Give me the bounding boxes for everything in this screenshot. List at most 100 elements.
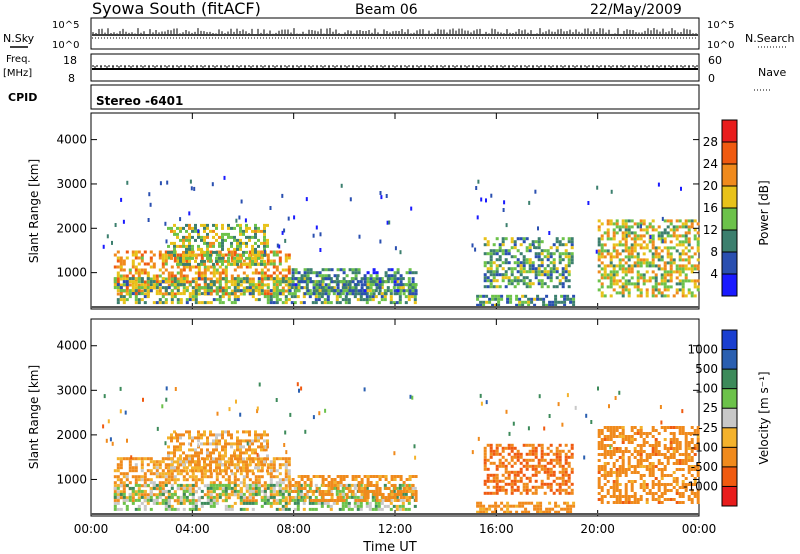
velocity-cell [651,471,655,474]
velocity-cell [657,498,661,501]
power-cell [303,274,307,278]
velocity-cell [489,455,493,459]
velocity-cell [612,489,616,492]
power-cell [533,303,537,307]
power-cell [380,292,384,296]
power-cell [194,223,197,227]
power-cell [618,291,622,295]
velocity-cell [287,457,291,461]
velocity-cell [540,464,544,468]
velocity-cell [518,501,522,505]
power-cell [165,239,168,244]
velocity-cell [504,476,508,480]
power-cell [627,267,631,271]
power-cell [561,267,565,271]
velocity-cell [375,493,379,496]
velocity-cell [122,481,126,485]
power-cell [495,279,499,283]
power-cell [209,265,213,269]
velocity-cell [359,507,363,511]
velocity-cell [651,450,655,453]
power-cell [408,286,412,290]
power-cell [615,270,619,274]
power-cell [678,252,682,256]
velocity-cell [344,483,348,487]
velocity-cell [257,478,261,482]
velocity-cell [263,492,267,496]
power-cell [554,303,558,307]
power-cell [567,237,571,241]
velocity-cell [687,444,691,447]
velocity-cell [555,455,559,459]
power-cell [537,246,541,250]
power-cell [164,256,168,260]
velocity-cell [690,441,694,444]
velocity-cell [407,507,411,511]
power-cell [215,292,219,296]
velocity-cell [492,479,496,483]
velocity-cell [161,501,165,505]
power-cell [170,271,174,275]
power-cell [203,259,206,263]
velocity-cell [308,486,312,490]
velocity-cell [251,472,255,476]
power-cell [627,264,631,268]
power-cell [651,270,655,274]
power-cell [308,295,312,299]
power-cell [305,197,308,202]
velocity-cell [660,477,664,480]
power-cell [651,261,655,265]
power-cell [497,294,501,298]
power-cell [251,289,255,293]
power-cell [287,286,291,290]
power-cell [275,277,279,281]
power-cell [570,243,574,247]
velocity-cell [248,430,251,434]
velocity-cell [633,465,637,468]
velocity-cell [396,475,400,478]
power-cell [369,292,373,296]
power-cell [257,238,260,242]
velocity-cell [621,438,625,441]
velocity-cell [188,475,192,479]
velocity-cell [200,481,204,485]
velocity-cell [236,496,240,500]
velocity-cell [173,454,176,458]
velocity-cell [215,457,218,461]
velocity-cell [498,452,502,456]
power-cell [257,292,261,296]
velocity-cell [534,491,538,495]
power-cell [143,268,147,272]
velocity-cell [161,472,165,476]
velocity-cell [140,460,144,464]
power-cell [378,280,382,284]
velocity-cell [215,445,218,449]
velocity-cell [495,491,499,495]
velocity-cell [569,510,573,514]
velocity-cell [326,504,330,508]
velocity-cell [119,460,123,464]
velocity-cell [329,504,333,508]
velocity-cell [203,457,206,461]
velocity-cell [330,496,334,499]
power-cell [684,237,688,241]
velocity-cell [675,450,679,453]
velocity-cell [603,495,607,498]
velocity-cell [506,507,510,511]
power-cell [211,182,214,187]
power-cell [663,282,667,286]
velocity-cell [660,468,664,471]
power-cell [363,277,367,281]
velocity-cell [188,430,191,434]
power-cell [146,283,150,287]
velocity-cell [498,461,502,465]
velocity-cell [387,496,391,499]
velocity-cell [564,470,568,474]
power-cell [257,286,261,290]
power-cell [209,292,213,296]
velocity-cell [176,448,179,452]
velocity-cell [393,478,397,481]
velocity-cell [681,480,685,483]
velocity-cell [173,436,176,440]
velocity-cell [564,479,568,483]
